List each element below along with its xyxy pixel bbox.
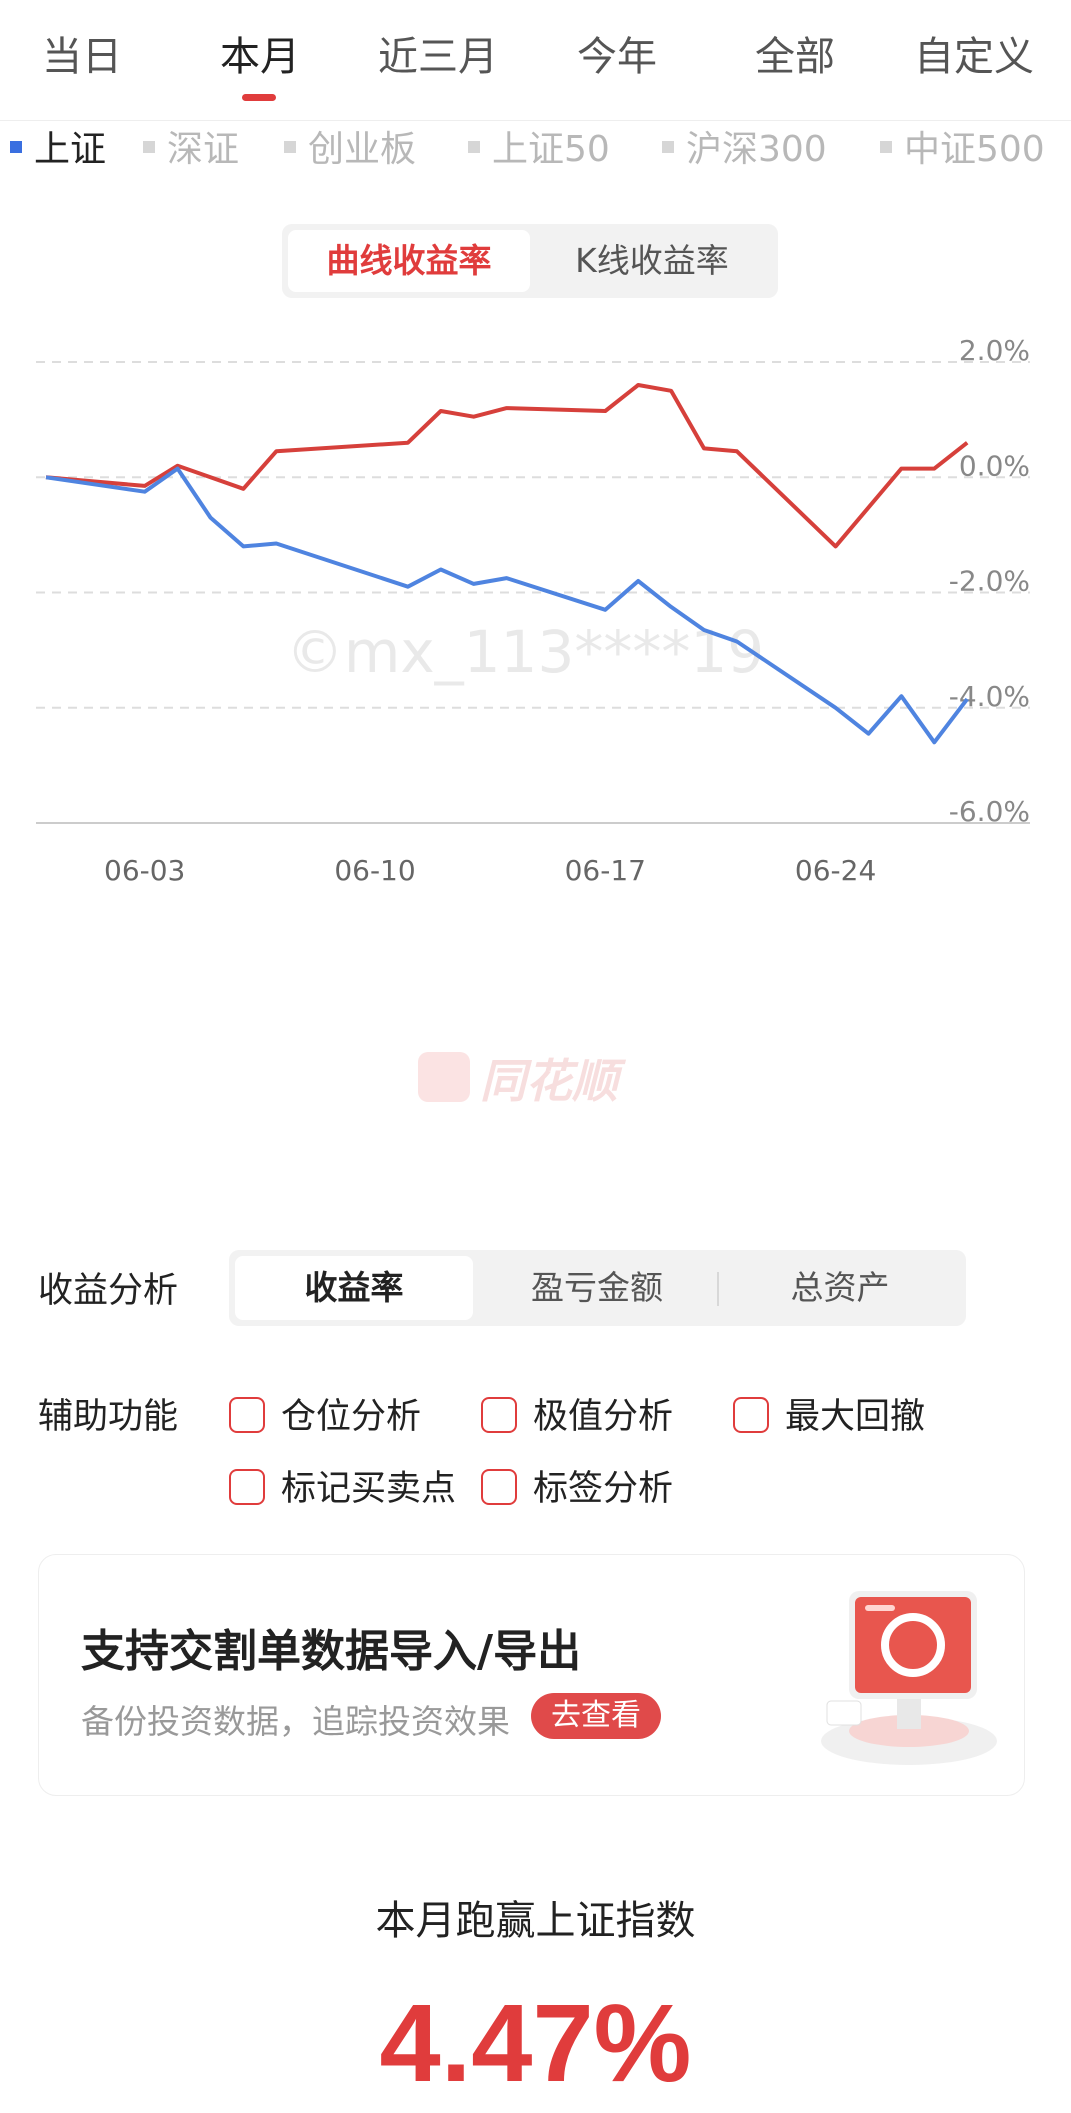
index-label: 上证 xyxy=(34,129,107,170)
x-tick-label: 06-10 xyxy=(334,854,415,887)
separator xyxy=(717,1272,719,1306)
beat-index-value: 4.47% xyxy=(379,1982,692,2105)
index-sse50[interactable]: 上证50 xyxy=(468,120,610,172)
tab-three-months[interactable]: 近三月 xyxy=(378,34,498,80)
x-tick-label: 06-03 xyxy=(104,854,185,887)
checkbox-position-analysis[interactable]: 仓位分析 xyxy=(229,1388,421,1439)
divider xyxy=(0,120,1071,121)
legend-marker xyxy=(468,141,480,153)
x-tick-label: 06-17 xyxy=(565,854,646,887)
checkbox-box[interactable] xyxy=(733,1397,769,1433)
checkbox-box[interactable] xyxy=(229,1469,265,1505)
tab-today[interactable]: 当日 xyxy=(42,34,122,80)
index-return-line xyxy=(45,466,969,745)
tab-all[interactable]: 全部 xyxy=(755,34,835,80)
portfolio-return-line xyxy=(45,383,969,549)
y-tick-label: -2.0% xyxy=(949,565,1030,598)
active-tab-indicator xyxy=(242,94,276,101)
brand-logo-icon xyxy=(418,1052,470,1102)
curve-return-button[interactable]: 曲线收益率 xyxy=(288,230,530,292)
promo-subtitle: 备份投资数据，追踪投资效果 xyxy=(81,1702,510,1741)
legend-marker xyxy=(143,141,155,153)
chart-mode-switch: 曲线收益率 K线收益率 xyxy=(282,224,778,298)
checkbox-mark-trades[interactable]: 标记买卖点 xyxy=(229,1460,456,1511)
x-tick-label: 06-24 xyxy=(795,854,876,887)
analysis-switch: 收益率 盈亏金额 总资产 xyxy=(229,1250,966,1326)
checkbox-label: 仓位分析 xyxy=(281,1397,422,1437)
kline-return-button[interactable]: K线收益率 xyxy=(575,241,729,280)
checkbox-max-drawdown[interactable]: 最大回撤 xyxy=(733,1388,925,1439)
report-screen-illustration xyxy=(821,1591,997,1765)
beat-index-title: 本月跑赢上证指数 xyxy=(375,1898,696,1944)
view-button[interactable]: 去查看 xyxy=(531,1693,661,1739)
tab-return-rate[interactable]: 收益率 xyxy=(235,1256,473,1320)
analysis-label: 收益分析 xyxy=(38,1271,179,1311)
checkbox-tag-analysis[interactable]: 标签分析 xyxy=(481,1460,673,1511)
tab-custom[interactable]: 自定义 xyxy=(914,34,1034,80)
checkbox-label: 最大回撤 xyxy=(785,1397,926,1437)
tab-this-year[interactable]: 今年 xyxy=(577,34,657,80)
y-tick-label: 2.0% xyxy=(959,334,1030,367)
promo-title: 支持交割单数据导入/导出 xyxy=(81,1626,582,1677)
index-csi500[interactable]: 中证500 xyxy=(880,120,1045,172)
checkbox-extreme-analysis[interactable]: 极值分析 xyxy=(481,1388,673,1439)
index-chinext[interactable]: 创业板 xyxy=(284,120,416,172)
index-shenzhen[interactable]: 深证 xyxy=(143,120,239,172)
legend-marker xyxy=(662,141,674,153)
checkbox-label: 标记买卖点 xyxy=(281,1469,457,1509)
y-tick-label: -6.0% xyxy=(949,795,1030,828)
checkbox-label: 极值分析 xyxy=(533,1397,674,1437)
index-label: 上证50 xyxy=(492,129,610,170)
index-label: 深证 xyxy=(167,129,240,170)
legend-marker xyxy=(10,141,22,153)
index-label: 沪深300 xyxy=(686,129,827,170)
checkbox-box[interactable] xyxy=(481,1397,517,1433)
aux-label: 辅助功能 xyxy=(38,1397,179,1437)
index-label: 中证500 xyxy=(904,129,1045,170)
return-chart[interactable]: 2.0%0.0%-2.0%-4.0%-6.0% ©mx_113****19 同花… xyxy=(0,310,1071,1170)
index-label: 创业板 xyxy=(308,129,417,170)
index-csi300[interactable]: 沪深300 xyxy=(662,120,827,172)
checkbox-box[interactable] xyxy=(229,1397,265,1433)
tab-total-assets[interactable]: 总资产 xyxy=(790,1268,890,1307)
tab-this-month[interactable]: 本月 xyxy=(220,34,300,80)
watermark-user: ©mx_113****19 xyxy=(286,618,764,686)
checkbox-box[interactable] xyxy=(481,1469,517,1505)
index-shanghai[interactable]: 上证 xyxy=(10,120,106,172)
brand-watermark: 同花顺 xyxy=(418,1052,627,1108)
import-export-promo-card[interactable]: 支持交割单数据导入/导出 备份投资数据，追踪投资效果 去查看 xyxy=(38,1554,1025,1796)
checkbox-label: 标签分析 xyxy=(533,1469,674,1509)
y-tick-label: 0.0% xyxy=(959,449,1030,482)
legend-marker xyxy=(880,141,892,153)
legend-marker xyxy=(284,141,296,153)
brand-watermark-text: 同花顺 xyxy=(480,1054,627,1108)
tab-profit-amount[interactable]: 盈亏金额 xyxy=(531,1268,663,1307)
